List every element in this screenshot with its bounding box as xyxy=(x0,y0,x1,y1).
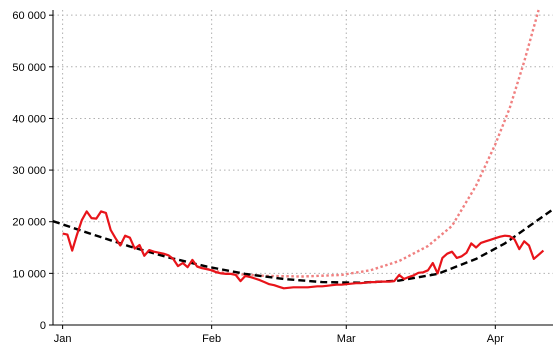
series-line-observed xyxy=(62,210,545,290)
y-tick-label: 30 000 xyxy=(12,165,46,177)
y-tick-label: 10 000 xyxy=(12,268,46,280)
grid xyxy=(53,10,553,325)
tick-labels: 0 10 000 20 000 30 000 40 000 50 000 60 000 Jan… xyxy=(12,10,504,345)
series-layer xyxy=(53,9,553,290)
y-tick-label: 40 000 xyxy=(12,113,46,125)
axes xyxy=(49,10,553,329)
y-tick-label: 0 xyxy=(40,320,46,332)
x-tick-label: Mar xyxy=(337,333,356,345)
x-tick-label: Jan xyxy=(54,333,72,345)
x-tick-label: Feb xyxy=(202,333,221,345)
y-tick-label: 60 000 xyxy=(12,10,46,22)
y-tick-label: 20 000 xyxy=(12,217,46,229)
y-tick-label: 50 000 xyxy=(12,62,46,74)
series-line-dashed-fit xyxy=(53,208,553,284)
series-line-dotted-fit xyxy=(196,9,540,278)
x-tick-label: Apr xyxy=(487,333,504,345)
